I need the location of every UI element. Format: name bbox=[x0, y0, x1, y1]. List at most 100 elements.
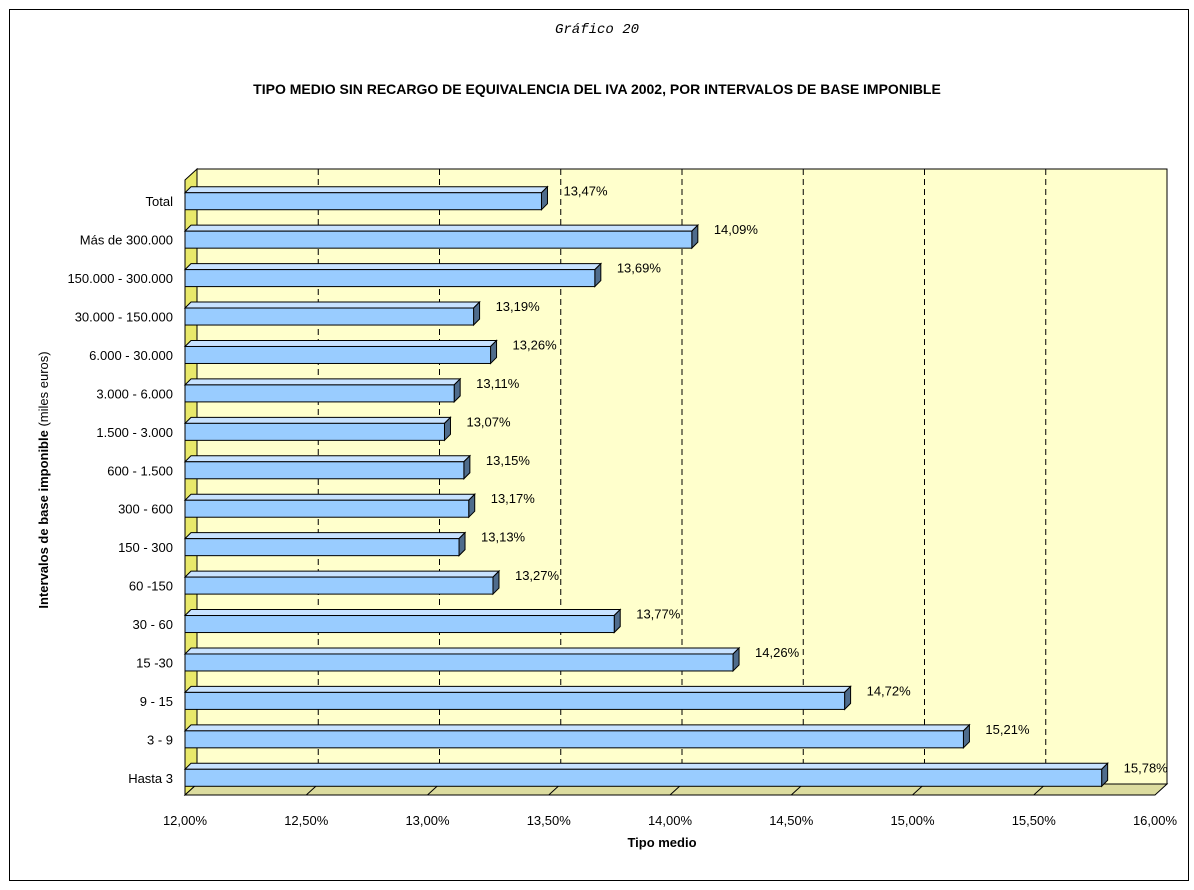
data-label: 15,21% bbox=[985, 722, 1030, 737]
data-label: 13,11% bbox=[476, 376, 520, 391]
data-label: 13,07% bbox=[466, 414, 511, 429]
bar-front bbox=[184, 615, 615, 634]
bar-top bbox=[183, 724, 971, 732]
bar-top bbox=[183, 224, 700, 232]
bar-front bbox=[184, 730, 964, 749]
category-label: 3.000 - 6.000 bbox=[96, 386, 173, 401]
x-tick-label: 14,50% bbox=[769, 813, 814, 828]
bar-front bbox=[184, 653, 734, 672]
category-label: 6.000 - 30.000 bbox=[89, 348, 173, 363]
x-tick-label: 13,00% bbox=[405, 813, 450, 828]
data-label: 13,69% bbox=[617, 261, 662, 276]
category-label: Total bbox=[146, 194, 174, 209]
category-labels: Total Más de 300.000 150.000 - 300.000 30.0… bbox=[67, 194, 173, 786]
bar bbox=[183, 531, 467, 557]
x-tick-label: 16,00% bbox=[1133, 813, 1178, 828]
bar bbox=[183, 723, 971, 750]
bar bbox=[183, 339, 498, 365]
figure-label: Gráfico 20 bbox=[554, 22, 639, 38]
bar-top bbox=[183, 301, 481, 309]
x-tick-label: 15,50% bbox=[1012, 813, 1057, 828]
bar-top bbox=[183, 339, 498, 347]
bar-top bbox=[183, 493, 476, 501]
bar-front bbox=[184, 499, 470, 518]
x-tick-label: 12,00% bbox=[163, 813, 208, 828]
bar-top bbox=[183, 609, 622, 617]
bar bbox=[183, 262, 603, 288]
bar bbox=[183, 762, 1109, 788]
data-label: 13,15% bbox=[486, 453, 531, 468]
y-axis-title-bold: Intervalos de base imponible bbox=[36, 430, 51, 608]
y-axis-title-rest: (miles euros) bbox=[36, 351, 51, 430]
data-label: 13,17% bbox=[491, 491, 536, 506]
category-label: 3 - 9 bbox=[147, 732, 173, 747]
bar bbox=[183, 646, 741, 673]
bar-front bbox=[184, 461, 465, 480]
category-label: 15 -30 bbox=[136, 655, 173, 670]
bar-top bbox=[183, 570, 501, 578]
category-label: Hasta 3 bbox=[128, 771, 173, 786]
category-label: 600 - 1.500 bbox=[107, 463, 173, 478]
x-tick-label: 12,50% bbox=[284, 813, 329, 828]
data-label: 13,13% bbox=[481, 530, 526, 545]
x-tick-label: 15,00% bbox=[890, 813, 935, 828]
category-label: 30.000 - 150.000 bbox=[75, 310, 173, 325]
bar bbox=[183, 223, 700, 250]
bar-top bbox=[183, 416, 452, 424]
x-tick-label: 14,00% bbox=[648, 813, 693, 828]
bar-front bbox=[184, 691, 846, 710]
bar bbox=[183, 608, 622, 634]
bar-top bbox=[183, 532, 467, 540]
category-label: 9 - 15 bbox=[140, 694, 173, 709]
bar bbox=[183, 185, 549, 211]
x-axis-title: Tipo medio bbox=[627, 835, 696, 850]
y-axis-title: Intervalos de base imponible (miles euro… bbox=[36, 351, 51, 608]
category-label: 1.500 - 3.000 bbox=[96, 425, 173, 440]
bar-top bbox=[183, 762, 1109, 770]
data-label: 13,77% bbox=[636, 607, 681, 622]
data-label: 14,26% bbox=[755, 645, 800, 660]
data-label: 13,47% bbox=[563, 184, 608, 199]
bar bbox=[183, 493, 476, 519]
data-label: 14,72% bbox=[867, 683, 912, 698]
bar-top bbox=[183, 647, 741, 655]
data-label: 13,27% bbox=[515, 568, 560, 583]
bar-front bbox=[184, 422, 445, 441]
bar-top bbox=[183, 378, 462, 386]
bar bbox=[183, 569, 501, 596]
x-tick-labels: 12,00% 12,50% 13,00% 13,50% 14,00% 14,50% 15,0… bbox=[163, 813, 1178, 828]
category-label: 60 -150 bbox=[129, 579, 173, 594]
bar-top bbox=[183, 263, 603, 271]
bar bbox=[183, 377, 462, 404]
category-label: 150 - 300 bbox=[118, 540, 173, 555]
category-label: 300 - 600 bbox=[118, 502, 173, 517]
bar-top bbox=[183, 455, 472, 463]
data-label: 13,19% bbox=[496, 299, 541, 314]
chart-title: TIPO MEDIO SIN RECARGO DE EQUIVALENCIA D… bbox=[253, 81, 941, 97]
data-label: 13,26% bbox=[513, 337, 558, 352]
bars bbox=[183, 185, 1109, 788]
category-label: 150.000 - 300.000 bbox=[67, 271, 173, 286]
bar-front bbox=[184, 230, 693, 249]
category-label: Más de 300.000 bbox=[80, 233, 173, 248]
bar bbox=[183, 300, 481, 327]
bar bbox=[183, 416, 452, 442]
data-label: 14,09% bbox=[714, 222, 759, 237]
bar-top bbox=[183, 186, 549, 194]
category-label: 30 - 60 bbox=[133, 617, 173, 632]
bar bbox=[183, 454, 472, 480]
bar-front bbox=[184, 768, 1103, 787]
bar-front bbox=[184, 345, 492, 364]
data-labels: 13,47% 14,09% 13,69% 13,19% 13,26% 13,11% 13,0… bbox=[466, 184, 1168, 776]
bar-front bbox=[184, 576, 494, 595]
bar-front bbox=[184, 269, 596, 288]
bar-front bbox=[184, 384, 455, 403]
x-tick-label: 13,50% bbox=[527, 813, 572, 828]
bar-front bbox=[184, 538, 460, 557]
bar bbox=[183, 685, 852, 711]
bar-front bbox=[184, 307, 475, 326]
bar-front bbox=[184, 192, 542, 211]
bar-top bbox=[183, 685, 852, 693]
data-label: 15,78% bbox=[1124, 760, 1169, 775]
